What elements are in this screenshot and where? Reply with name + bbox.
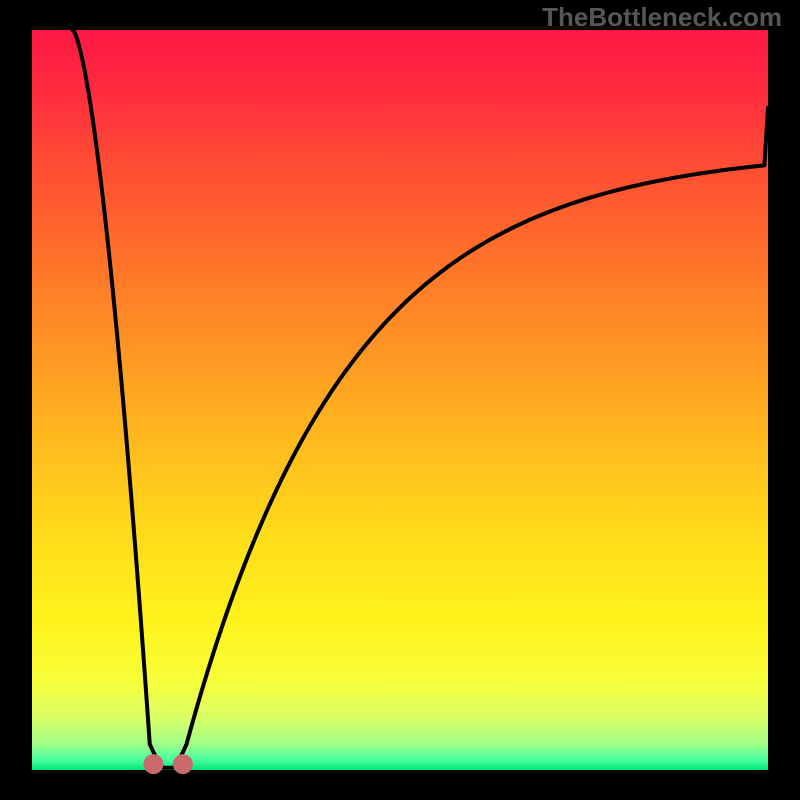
bottleneck-curve [72, 30, 768, 768]
optimal-marker-0 [143, 754, 163, 774]
watermark-text: TheBottleneck.com [542, 2, 782, 33]
optimal-marker-1 [173, 754, 193, 774]
bottleneck-chart: TheBottleneck.com [0, 0, 800, 800]
chart-svg-layer [0, 0, 800, 800]
